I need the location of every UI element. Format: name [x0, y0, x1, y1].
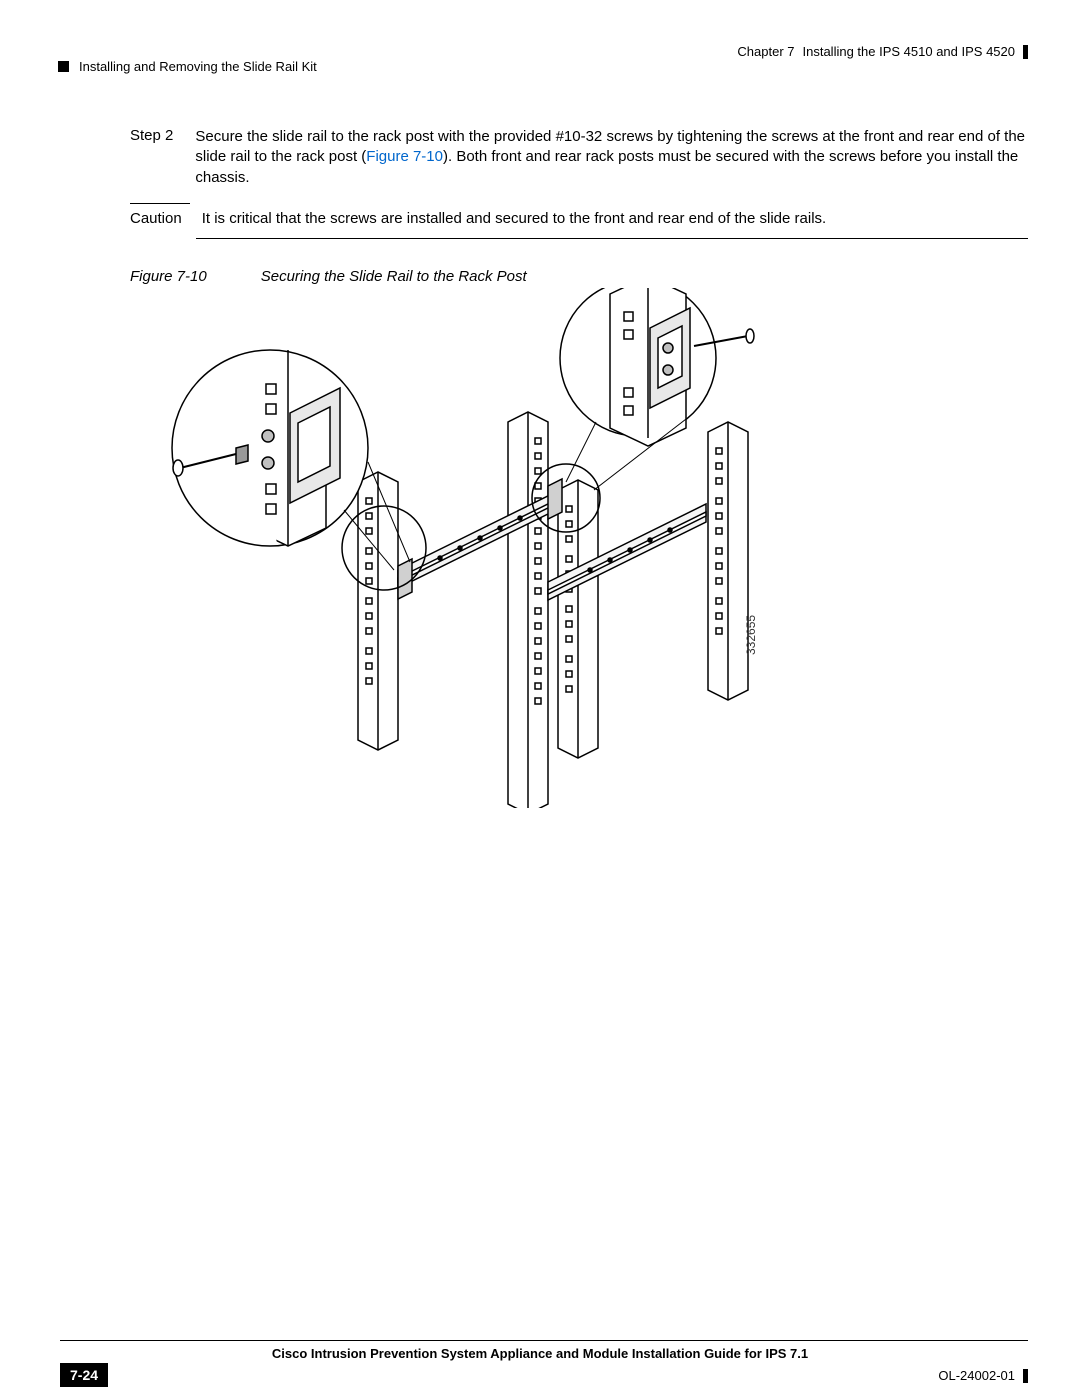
header-marker-bar	[1023, 45, 1028, 59]
doc-number: OL-24002-01	[938, 1368, 1015, 1383]
figure-caption: Figure 7-10 Securing the Slide Rail to t…	[130, 268, 527, 285]
page-number: 7-24	[60, 1363, 108, 1387]
figure-title: Securing the Slide Rail to the Rack Post	[261, 268, 527, 285]
chapter-label: Chapter 7	[737, 44, 794, 59]
footer-marker-bar	[1023, 1369, 1028, 1383]
front-right-post	[558, 480, 598, 758]
footer-guide-title: Cisco Intrusion Prevention System Applia…	[0, 1346, 1080, 1361]
image-id-label: 332655	[744, 615, 758, 655]
step-block: Step 2 Secure the slide rail to the rack…	[130, 127, 1028, 188]
header-left: Installing and Removing the Slide Rail K…	[58, 59, 317, 74]
chapter-title: Installing the IPS 4510 and IPS 4520	[803, 44, 1016, 59]
caution-text: It is critical that the screws are insta…	[202, 210, 827, 227]
rear-right-post	[708, 422, 748, 700]
caution-label: Caution	[130, 210, 182, 227]
caution-block: Caution It is critical that the screws a…	[130, 203, 1028, 227]
section-title: Installing and Removing the Slide Rail K…	[79, 59, 317, 74]
figure-reference-link[interactable]: Figure 7-10	[366, 148, 443, 165]
caution-bottom-rule	[196, 238, 1028, 239]
step-label: Step 2	[130, 127, 173, 188]
front-left-post	[358, 472, 398, 750]
header-right: Chapter 7 Installing the IPS 4510 and IP…	[737, 44, 1028, 59]
step-body: Secure the slide rail to the rack post w…	[195, 127, 1028, 188]
caution-top-rule	[130, 203, 190, 204]
header-marker-square	[58, 61, 69, 72]
technical-diagram	[150, 288, 810, 808]
doc-number-block: OL-24002-01	[938, 1368, 1028, 1383]
figure-label: Figure 7-10	[130, 268, 207, 285]
rear-left-post	[508, 412, 548, 808]
footer-rule	[60, 1340, 1028, 1341]
